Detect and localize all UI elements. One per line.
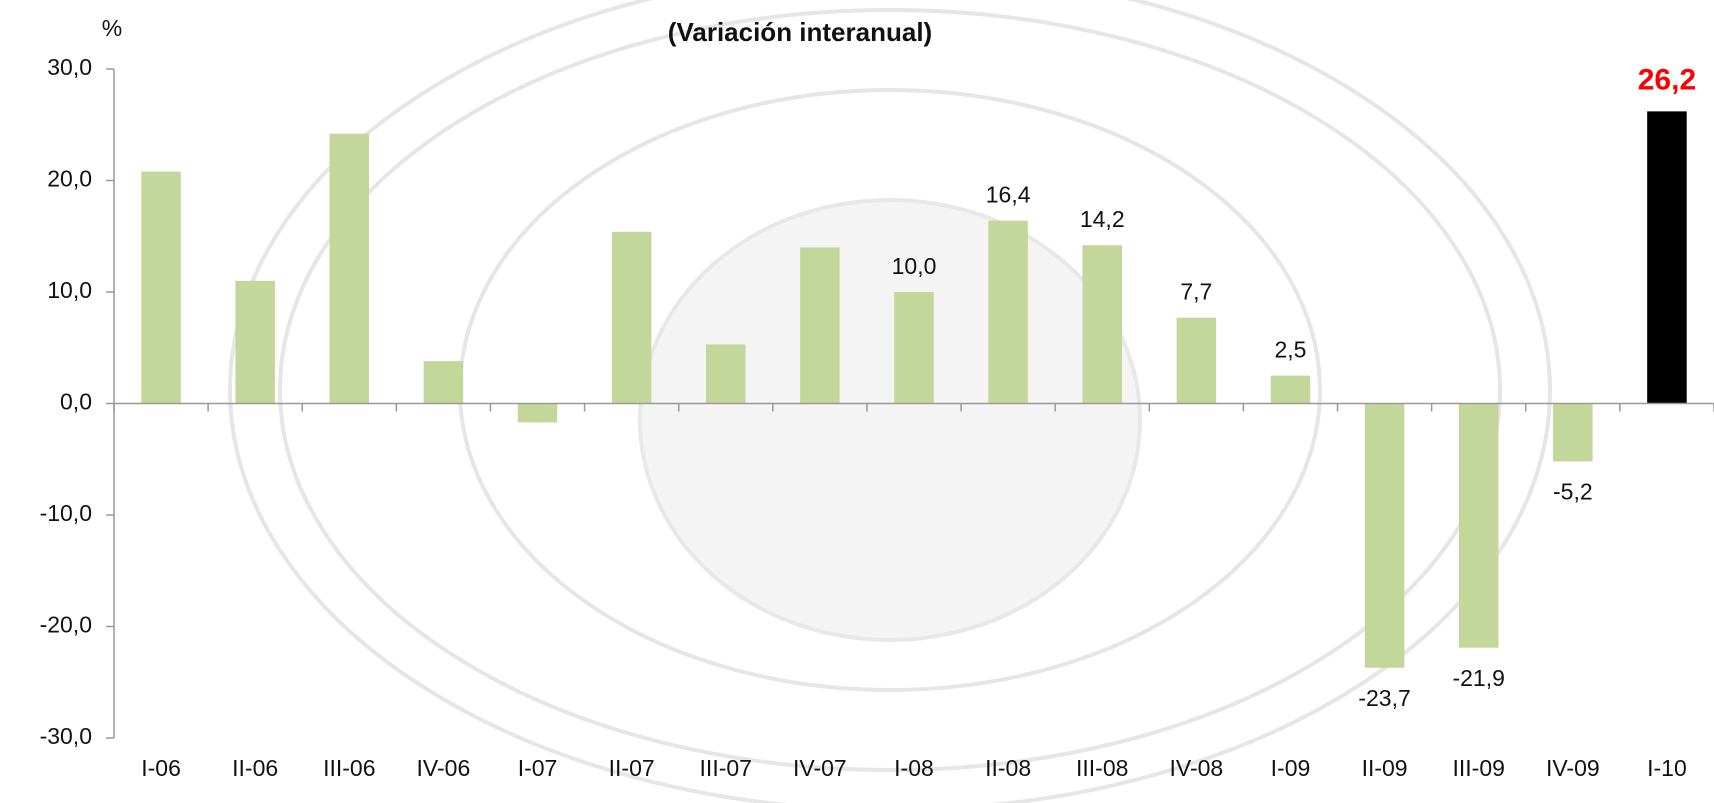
y-tick-label: -10,0: [40, 500, 92, 526]
x-tick-label: IV-09: [1546, 755, 1600, 781]
bar: [1082, 245, 1122, 404]
value-label: 16,4: [986, 182, 1031, 208]
x-tick-label: III-06: [323, 755, 375, 781]
x-tick-label: I-06: [141, 755, 181, 781]
value-label: 7,7: [1180, 279, 1212, 305]
bar: [1270, 375, 1311, 404]
y-tick-label: -30,0: [40, 723, 92, 749]
bar: [706, 344, 746, 404]
x-tick-label: II-09: [1362, 755, 1408, 781]
bar: [235, 280, 275, 404]
x-tick-label: II-06: [232, 755, 278, 781]
bar: [988, 220, 1028, 404]
value-label: 14,2: [1080, 206, 1125, 232]
x-tick-label: I-07: [518, 755, 558, 781]
bar: [1458, 403, 1499, 648]
x-tick-label: I-08: [894, 755, 934, 781]
x-tick-label: III-07: [700, 755, 752, 781]
y-tick-label: 30,0: [47, 54, 92, 80]
x-tick-label: I-10: [1647, 755, 1687, 781]
value-label: -21,9: [1452, 665, 1504, 691]
y-tick-label: 10,0: [47, 277, 92, 303]
x-tick-label: IV-06: [417, 755, 471, 781]
value-label: -5,2: [1553, 479, 1593, 505]
bar: [1176, 317, 1217, 404]
chart-title: (Variación interanual): [668, 17, 932, 47]
bar: [1553, 403, 1593, 462]
x-tick-label: III-08: [1076, 755, 1128, 781]
x-tick-label: II-08: [985, 755, 1031, 781]
x-tick-label: IV-08: [1169, 755, 1223, 781]
x-tick-label: I-09: [1271, 755, 1311, 781]
value-label: 10,0: [892, 253, 937, 279]
bar: [894, 292, 934, 404]
y-tick-label: 20,0: [47, 166, 92, 192]
x-tick-label: II-07: [609, 755, 655, 781]
y-tick-label: 0,0: [60, 389, 92, 415]
bar: [329, 133, 370, 404]
bar: [1364, 403, 1405, 668]
bar: [800, 247, 840, 404]
bar: [1647, 111, 1687, 404]
x-tick-label: III-09: [1452, 755, 1504, 781]
bar: [141, 171, 181, 404]
bar: [517, 403, 558, 423]
y-tick-label: -20,0: [40, 612, 92, 638]
bar: [423, 361, 464, 404]
x-tick-label: IV-07: [793, 755, 847, 781]
value-label: 26,2: [1638, 63, 1696, 96]
y-unit: %: [102, 15, 122, 41]
value-label: -23,7: [1358, 685, 1410, 711]
bar: [611, 231, 652, 404]
value-label: 2,5: [1274, 337, 1306, 363]
